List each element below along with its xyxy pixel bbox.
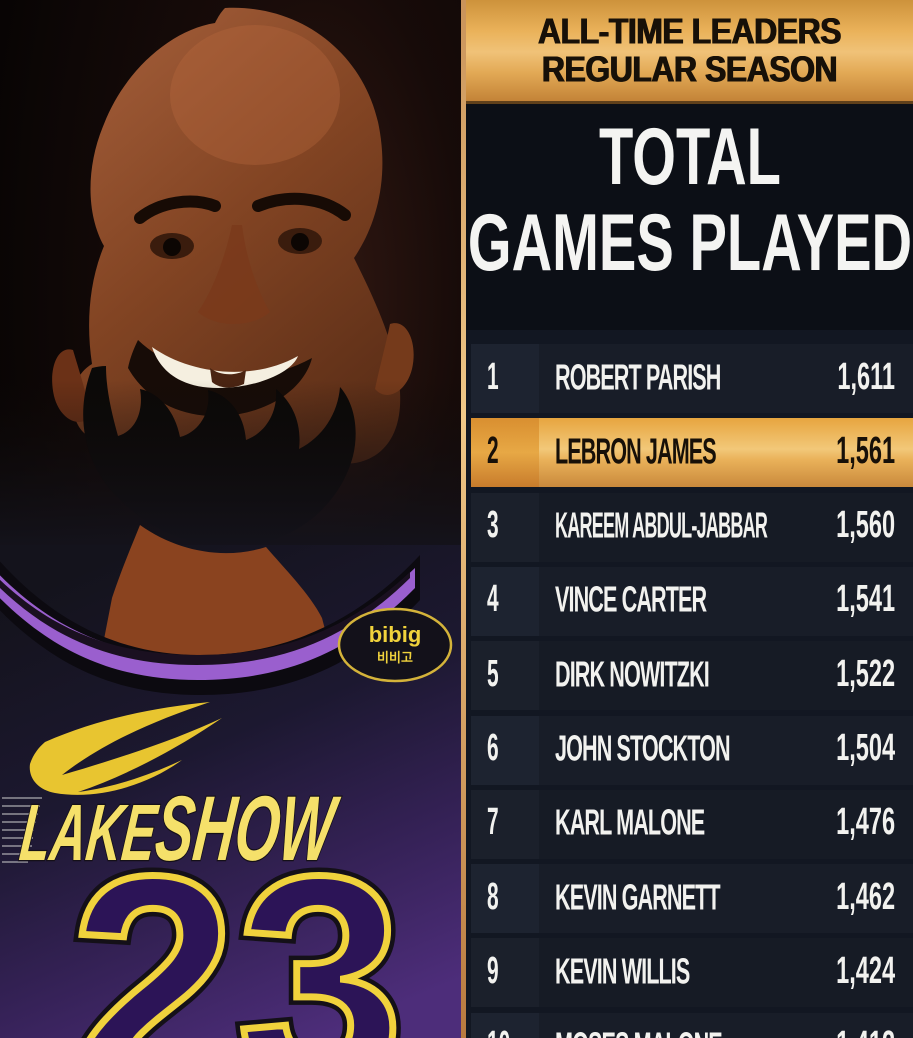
svg-text:bibig: bibig	[369, 622, 422, 647]
svg-text:비비고: 비비고	[377, 650, 413, 665]
svg-text:23: 23	[70, 813, 404, 1038]
